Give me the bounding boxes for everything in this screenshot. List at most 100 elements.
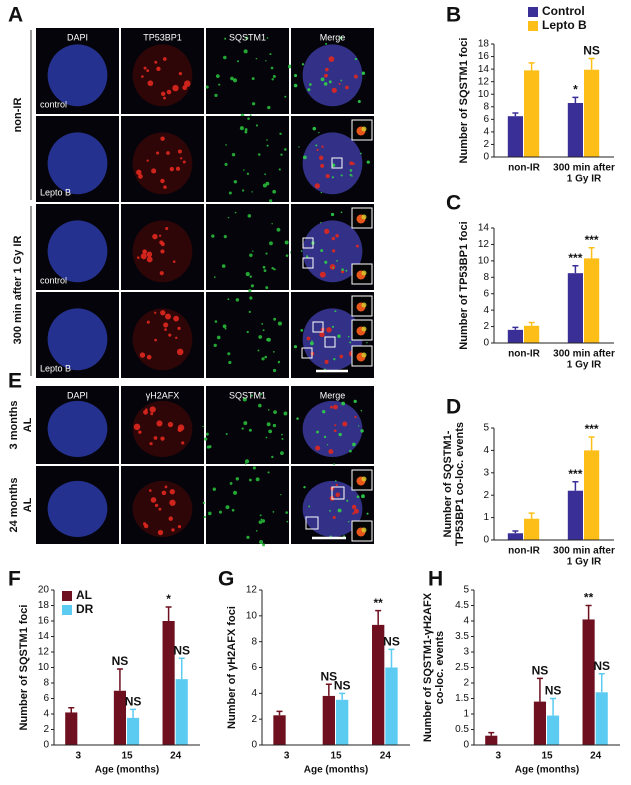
focus <box>205 85 209 89</box>
focus <box>175 336 178 340</box>
y-tick-label: 5 <box>463 585 469 596</box>
significance-label: NS <box>583 44 600 58</box>
focus <box>160 136 165 141</box>
x-axis-label: Age (months) <box>304 765 368 776</box>
y-tick-label: 1.5 <box>455 693 469 704</box>
focus <box>277 321 282 326</box>
x-tick-label: 1 Gy IR <box>567 360 602 371</box>
inset-spot <box>361 352 367 358</box>
focus <box>270 66 274 70</box>
focus <box>215 74 220 78</box>
focus <box>325 42 328 45</box>
bar <box>584 258 600 343</box>
error-bar <box>375 609 382 625</box>
focus <box>315 144 318 147</box>
focus <box>146 159 149 162</box>
focus <box>261 519 266 523</box>
focus <box>272 75 276 79</box>
focus <box>357 99 361 103</box>
error-bar <box>178 657 185 680</box>
focus <box>279 132 282 136</box>
y-tick-label: 6 <box>483 288 489 299</box>
nucleus <box>132 132 193 195</box>
focus <box>151 168 157 174</box>
group-label: non-IR <box>12 98 24 133</box>
focus <box>222 324 227 329</box>
error-bar <box>572 265 579 274</box>
focus <box>265 60 267 62</box>
focus <box>341 268 344 271</box>
focus <box>337 334 341 338</box>
y-tick-label: 10 <box>478 89 490 100</box>
y-tick-label: 4 <box>483 305 489 316</box>
focus <box>358 425 360 427</box>
focus <box>286 520 289 523</box>
y-axis-label: co-loc. events <box>434 631 446 704</box>
focus <box>309 341 314 346</box>
focus <box>146 256 153 263</box>
focus <box>301 63 305 66</box>
bar <box>485 735 498 745</box>
focus <box>284 240 289 245</box>
y-axis-label: Number of SQSTM1- <box>442 430 454 537</box>
x-tick-label: 300 min after <box>553 546 615 557</box>
focus <box>257 349 260 352</box>
focus <box>285 254 289 257</box>
focus <box>340 174 343 177</box>
error-bar <box>528 321 535 326</box>
focus <box>259 540 264 545</box>
focus <box>165 226 169 231</box>
focus <box>146 354 152 360</box>
focus <box>307 88 311 92</box>
focus <box>143 409 148 415</box>
y-tick-label: 6 <box>43 693 49 704</box>
focus <box>268 429 273 434</box>
focus <box>269 241 273 246</box>
focus <box>143 523 149 529</box>
nucleus <box>47 132 108 195</box>
focus <box>173 315 179 322</box>
focus <box>324 228 330 234</box>
focus <box>333 429 337 433</box>
focus <box>243 49 248 54</box>
y-tick-label: 0 <box>483 535 489 546</box>
focus <box>353 74 358 79</box>
focus <box>166 89 172 95</box>
focus <box>320 249 324 253</box>
focus <box>339 36 343 40</box>
focus <box>248 428 252 432</box>
y-tick-label: 4 <box>251 688 257 699</box>
focus <box>169 499 176 506</box>
focus <box>164 485 168 489</box>
focus <box>150 497 157 503</box>
significance-label: NS <box>112 654 129 668</box>
focus <box>179 157 183 160</box>
focus <box>261 357 265 361</box>
focus <box>262 329 265 332</box>
significance-label: *** <box>568 467 582 481</box>
legend-swatch <box>62 591 72 601</box>
row-label: 24 months <box>8 477 20 532</box>
focus <box>322 410 326 414</box>
bar <box>582 619 595 745</box>
focus <box>328 449 334 455</box>
focus <box>232 490 238 495</box>
focus <box>214 93 218 97</box>
x-axis-label: Age (months) <box>515 765 579 776</box>
focus <box>306 336 311 341</box>
nucleus <box>302 308 363 371</box>
roi-box <box>312 321 324 333</box>
image-label: control <box>40 275 67 285</box>
bar <box>567 103 583 157</box>
roi-box <box>302 257 314 269</box>
focus <box>202 501 205 504</box>
focus <box>172 84 179 92</box>
focus <box>349 161 354 166</box>
focus <box>321 145 324 148</box>
focus <box>278 168 281 171</box>
focus <box>258 520 263 524</box>
bar <box>65 712 78 745</box>
focus <box>347 335 350 338</box>
focus <box>251 102 256 106</box>
focus <box>243 169 245 171</box>
